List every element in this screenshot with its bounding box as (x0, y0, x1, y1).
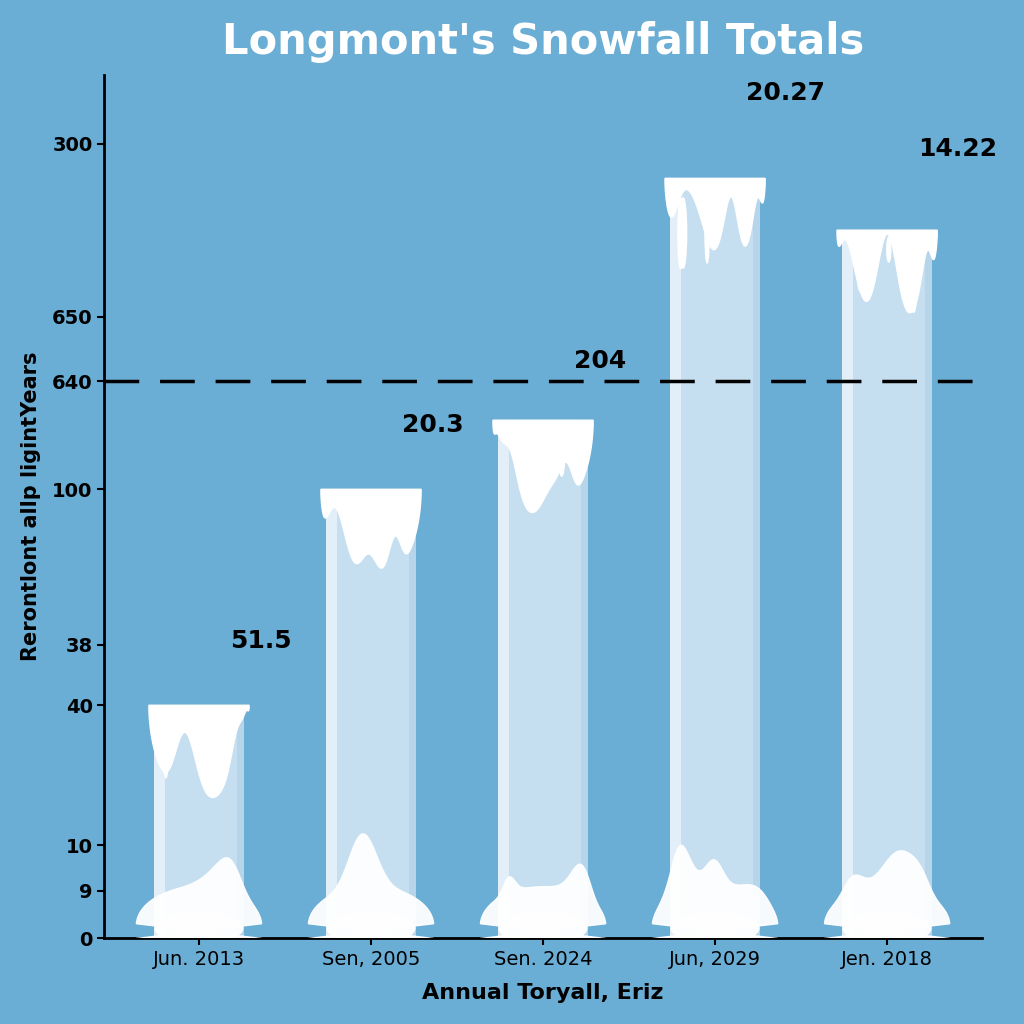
Title: Longmont's Snowfall Totals: Longmont's Snowfall Totals (222, 20, 864, 62)
Polygon shape (480, 864, 605, 938)
Ellipse shape (672, 912, 759, 944)
Ellipse shape (857, 244, 864, 292)
Ellipse shape (163, 721, 169, 778)
Text: 51.5: 51.5 (230, 630, 292, 653)
Bar (671, 178, 681, 938)
Bar (327, 489, 416, 938)
Ellipse shape (844, 912, 931, 944)
Polygon shape (321, 489, 421, 568)
Bar (155, 706, 244, 938)
Polygon shape (824, 851, 949, 938)
Y-axis label: Rerontlont allp ligintYears: Rerontlont allp ligintYears (20, 352, 41, 662)
Bar (499, 420, 509, 938)
Bar (409, 489, 416, 938)
Polygon shape (136, 858, 261, 938)
Bar (925, 230, 932, 938)
Ellipse shape (500, 912, 587, 944)
Bar (753, 178, 760, 938)
Text: 20.27: 20.27 (746, 81, 825, 104)
Ellipse shape (680, 198, 687, 268)
Polygon shape (148, 706, 249, 798)
Ellipse shape (376, 499, 383, 531)
Bar (237, 706, 244, 938)
Bar (671, 178, 760, 938)
Ellipse shape (705, 197, 710, 263)
Ellipse shape (678, 198, 683, 268)
Ellipse shape (573, 431, 580, 470)
Polygon shape (665, 178, 765, 250)
Bar (327, 489, 337, 938)
Bar (581, 420, 588, 938)
Polygon shape (308, 834, 433, 938)
Polygon shape (837, 230, 937, 312)
Bar (843, 230, 932, 938)
Ellipse shape (559, 432, 564, 476)
Bar (499, 420, 588, 938)
Text: 204: 204 (574, 349, 627, 373)
Polygon shape (493, 420, 593, 513)
Ellipse shape (910, 248, 918, 312)
Ellipse shape (156, 912, 243, 944)
Polygon shape (652, 845, 777, 938)
Bar (843, 230, 853, 938)
Ellipse shape (328, 912, 415, 944)
Bar (155, 706, 165, 938)
Ellipse shape (887, 238, 891, 262)
Text: 14.22: 14.22 (919, 137, 997, 161)
Ellipse shape (370, 498, 376, 528)
Text: 20.3: 20.3 (402, 414, 464, 437)
X-axis label: Annual Toryall, Eriz: Annual Toryall, Eriz (422, 983, 664, 1004)
Ellipse shape (223, 720, 227, 771)
